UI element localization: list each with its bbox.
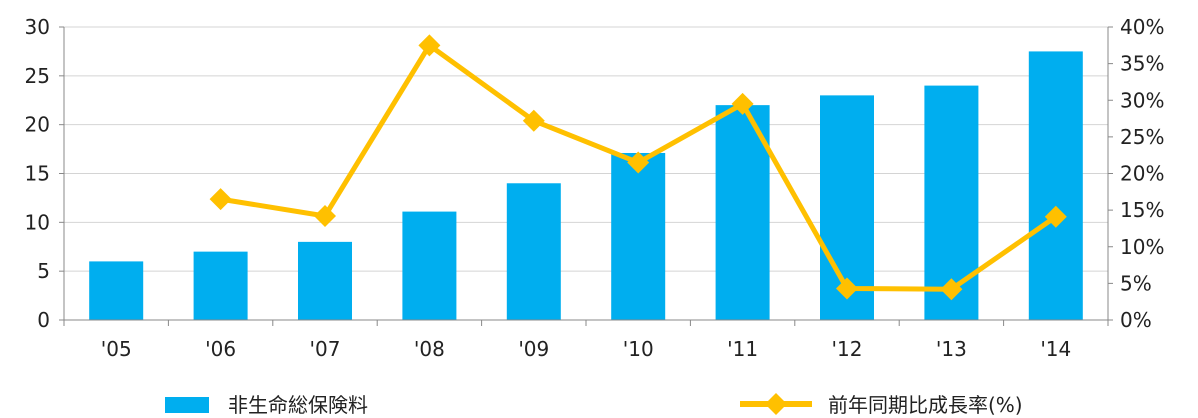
x-axis-ticks: '05 '06 '07 '08 '09 '10 '11 '12 '13 '14 [101, 337, 1072, 361]
bar-series [89, 51, 1083, 321]
right-axis-ticks: 0% 5% 10% 15% 20% 25% 30% 35% 40% [1120, 15, 1164, 332]
bar [1028, 51, 1083, 321]
x-axis-tick-label: '10 [623, 337, 654, 361]
right-axis-tick-label: 30% [1120, 88, 1164, 112]
x-axis-tick-label: '14 [1040, 337, 1071, 361]
x-axis-tick-label: '12 [832, 337, 863, 361]
bar [193, 251, 248, 320]
bar [89, 261, 144, 320]
right-axis-tick-label: 25% [1120, 125, 1164, 149]
x-axis-tick-label: '06 [205, 337, 236, 361]
legend-line-label: 前年同期比成長率(%) [828, 393, 1023, 417]
line-point [1044, 205, 1067, 228]
x-axis-tick-label: '09 [518, 337, 549, 361]
left-axis-tick-label: 10 [25, 210, 50, 234]
legend: 非生命総保険料 前年同期比成長率(%) [165, 393, 1023, 417]
left-axis-ticks: 0 5 10 15 20 25 30 [25, 15, 50, 332]
bar [506, 183, 561, 320]
x-axis-tick-label: '13 [936, 337, 967, 361]
bar [402, 211, 457, 320]
right-axis-tick-label: 15% [1120, 198, 1164, 222]
line-series [209, 34, 1067, 301]
left-axis-tick-label: 20 [25, 113, 50, 137]
bar [298, 241, 352, 320]
left-axis-tick-label: 0 [37, 308, 50, 332]
axes [59, 26, 1113, 326]
right-axis-tick-label: 5% [1120, 271, 1152, 295]
line-point [209, 188, 232, 211]
legend-line-marker [765, 393, 787, 415]
right-axis-tick-label: 10% [1120, 235, 1164, 259]
line-point [418, 34, 441, 57]
line-point [314, 204, 336, 227]
line-point [836, 277, 858, 300]
right-axis-tick-label: 40% [1120, 15, 1164, 39]
x-axis-tick-label: '07 [310, 337, 341, 361]
left-axis-tick-label: 15 [25, 162, 50, 186]
x-axis-tick-label: '05 [101, 337, 132, 361]
legend-bar-label: 非生命総保険料 [228, 393, 368, 417]
x-axis-tick-label: '11 [727, 337, 758, 361]
x-axis-tick-label: '08 [414, 337, 445, 361]
right-axis-tick-label: 0% [1120, 308, 1152, 332]
line-point [731, 92, 754, 115]
line-point [522, 109, 545, 132]
left-axis-tick-label: 5 [37, 259, 50, 283]
line-point [627, 151, 650, 174]
left-axis-tick-label: 25 [25, 64, 50, 88]
right-axis-tick-label: 35% [1120, 52, 1164, 76]
legend-bar-swatch [165, 397, 209, 413]
left-axis-tick-label: 30 [25, 15, 50, 39]
right-axis-tick-label: 20% [1120, 162, 1164, 186]
bar [611, 152, 666, 320]
line-point [940, 278, 963, 301]
bar [715, 105, 770, 320]
